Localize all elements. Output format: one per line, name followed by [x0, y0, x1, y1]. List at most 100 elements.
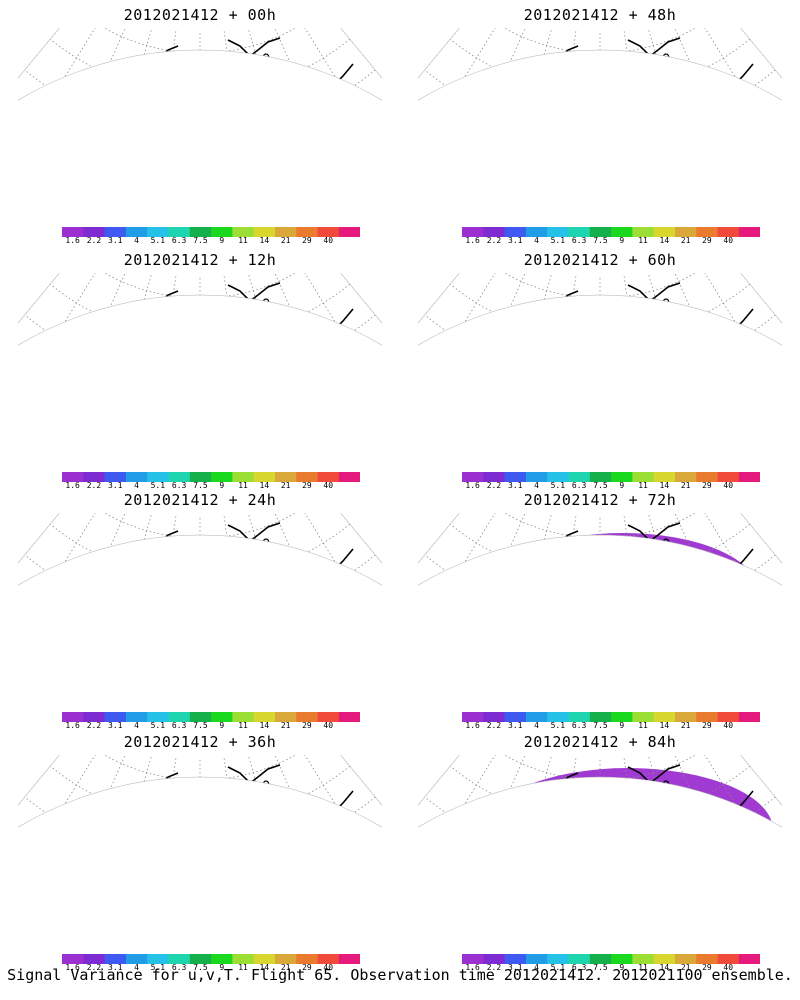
variance-region [293, 90, 313, 110]
colorbar-swatch [189, 472, 212, 482]
island [255, 304, 263, 314]
meridian-line [691, 28, 782, 132]
meridian-line [150, 758, 177, 859]
latitude-line [18, 345, 382, 377]
colorbar-tick-label: 21 [280, 236, 291, 245]
variance-region [133, 608, 173, 617]
coastline [297, 790, 354, 828]
colorbar-tick-label: 9 [219, 481, 225, 490]
colorbar-swatch [168, 472, 191, 482]
meridian-line [102, 273, 153, 377]
colorbar-tick-label: 40 [723, 481, 734, 490]
colorbar-labels: 1.6 2.2 3.1 4 5.1 6.3 7.5 9 11 14 21 29 40 [56, 721, 366, 731]
island [634, 538, 642, 548]
latitude-line [24, 314, 376, 377]
colorbar-swatch [675, 954, 697, 964]
panel-00h: 2012021412 + 00h 1.6 2.2 3.1 4 5.1 6.3 7.5 9 11 1… [0, 0, 400, 245]
colorbar-tick-label: 9 [619, 963, 625, 972]
colorbar-tick-label: 3.1 [508, 721, 523, 730]
meridian-line [418, 513, 509, 617]
colorbar-tick-label: 11 [238, 721, 248, 730]
map-border [418, 513, 782, 586]
coastline [227, 764, 281, 785]
latitude-line [424, 69, 776, 132]
colorbar-swatch [189, 227, 212, 237]
colorbar-swatch [547, 227, 569, 237]
meridian-line [56, 513, 130, 617]
island [648, 780, 656, 790]
coastline [227, 522, 281, 543]
meridian-line [711, 28, 782, 132]
map-border [418, 28, 782, 101]
variance-region [528, 88, 648, 132]
coastline [297, 63, 354, 101]
coastline [167, 67, 359, 132]
colorbar-tick-label: 4 [534, 481, 539, 490]
colorbar-tick-label: 2.2 [86, 236, 102, 245]
meridian-line [247, 513, 298, 617]
colorbar-tick-label: 40 [323, 721, 334, 730]
map-60h [418, 273, 782, 377]
colorbar-tick-label: 29 [702, 721, 712, 730]
variance-region [118, 801, 288, 859]
meridian-line [150, 31, 177, 132]
colorbar [62, 949, 361, 968]
colorbar-swatch [62, 712, 84, 722]
colorbar-swatch [253, 712, 276, 722]
meridian-line [456, 273, 530, 377]
map-border [18, 273, 382, 346]
map-content [418, 513, 782, 617]
colorbar-swatch [317, 954, 340, 964]
colorbar-swatch [483, 472, 506, 482]
meridian-line [691, 513, 782, 617]
colorbar-tick-label: 1.6 [65, 963, 80, 972]
map-border [18, 28, 382, 101]
island [262, 538, 270, 548]
latitude-line [418, 858, 782, 859]
meridian-line [102, 755, 153, 859]
variance-region [518, 557, 708, 617]
coastline [227, 282, 281, 303]
colorbar-svg [462, 954, 761, 964]
colorbar-tick-label: 21 [680, 963, 691, 972]
colorbar-swatch [568, 227, 591, 237]
island [634, 298, 642, 308]
latitude-line [418, 345, 782, 377]
coastline [567, 67, 759, 132]
colorbar-swatch [232, 472, 255, 482]
colorbar-tick-label: 6.3 [171, 236, 187, 245]
colorbar-swatch [104, 954, 127, 964]
colorbar-tick-label: 21 [280, 481, 291, 490]
colorbar-tick-label: 6.3 [171, 721, 187, 730]
meridian-line [18, 28, 109, 132]
island [641, 786, 649, 796]
colorbar-swatch [632, 712, 655, 722]
colorbar-labels: 1.6 2.2 3.1 4 5.1 6.3 7.5 9 11 14 21 29 40 [56, 963, 366, 973]
colorbar-tick-label: 3.1 [508, 963, 523, 972]
colorbar-tick-label: 29 [302, 481, 312, 490]
colorbar-swatch [525, 227, 548, 237]
colorbar-swatch [317, 227, 340, 237]
meridian-line [270, 755, 344, 859]
panel-title: 2012021412 + 84h [523, 733, 677, 751]
colorbar-tick-label: 2.2 [86, 963, 102, 972]
variance-region [153, 827, 233, 859]
colorbar-tick-label: 1.6 [465, 236, 480, 245]
colorbar-tick-label: 6.3 [571, 721, 587, 730]
colorbar-swatch [738, 712, 761, 722]
meridian-line [550, 31, 577, 132]
meridian-line [670, 28, 744, 132]
colorbar-tick-label: 9 [619, 481, 625, 490]
latitude-line [18, 858, 382, 859]
panel-48h: 2012021412 + 48h 1.6 2.2 3.1 4 5.1 6.3 7.5 9 11 1… [400, 0, 800, 245]
coastline [39, 834, 49, 854]
coastline [37, 290, 179, 344]
latitude-line [75, 28, 325, 54]
colorbar-tick-label: 7.5 [593, 481, 608, 490]
map-12h [18, 273, 382, 377]
island [241, 786, 249, 796]
colorbar-swatch [275, 712, 297, 722]
meridian-line [550, 758, 577, 859]
meridian-line [691, 273, 782, 377]
latitude-line [75, 273, 325, 299]
